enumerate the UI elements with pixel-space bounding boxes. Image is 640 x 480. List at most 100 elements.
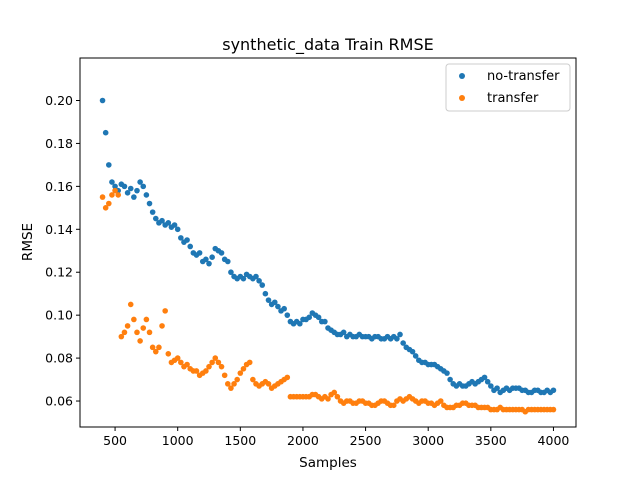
data-point	[203, 368, 209, 374]
data-point	[340, 329, 347, 336]
data-point	[400, 340, 406, 346]
data-point	[259, 282, 266, 288]
data-point	[240, 366, 247, 372]
data-point	[174, 226, 181, 233]
data-point	[228, 269, 234, 276]
data-point	[187, 243, 194, 250]
data-point	[218, 363, 225, 370]
legend-marker-transfer	[459, 95, 465, 101]
data-point	[143, 316, 150, 323]
data-point	[444, 370, 450, 376]
data-point	[184, 361, 190, 368]
data-point	[115, 192, 121, 198]
data-point	[143, 192, 150, 198]
data-point	[152, 348, 159, 355]
data-point	[102, 205, 109, 211]
data-point	[112, 183, 118, 190]
y-tick-label: 0.18	[45, 136, 73, 151]
data-points	[99, 97, 557, 415]
data-point	[109, 192, 115, 198]
y-tick-label: 0.14	[45, 222, 73, 237]
data-point	[253, 273, 259, 280]
data-point	[209, 254, 215, 260]
data-point	[127, 301, 134, 308]
data-point	[106, 162, 112, 168]
legend-label-transfer: transfer	[487, 91, 539, 106]
x-axis-label: Samples	[299, 455, 357, 471]
data-point	[134, 329, 140, 336]
data-point	[394, 335, 400, 342]
data-point	[99, 194, 106, 200]
data-point	[237, 370, 244, 376]
x-tick-label: 2500	[350, 433, 382, 448]
series-transfer	[99, 187, 557, 415]
data-point	[409, 348, 416, 355]
y-axis-label: RMSE	[20, 223, 36, 261]
data-point	[234, 376, 240, 383]
data-point	[246, 359, 253, 366]
data-point	[228, 385, 234, 391]
data-point	[152, 215, 159, 222]
data-point	[118, 333, 125, 340]
data-point	[184, 237, 190, 243]
data-point	[231, 381, 237, 387]
data-point	[159, 323, 165, 329]
y-tick-label: 0.20	[45, 93, 73, 108]
data-point	[494, 385, 500, 391]
data-point	[265, 297, 272, 303]
legend: no-transfer transfer	[445, 63, 571, 112]
data-point	[390, 402, 397, 409]
data-point	[334, 393, 341, 400]
data-point	[281, 305, 287, 312]
x-tick-label: 2000	[287, 433, 319, 448]
data-point	[137, 338, 143, 344]
data-point	[171, 222, 178, 228]
data-point	[262, 290, 269, 297]
data-point	[250, 376, 256, 383]
y-tick-label: 0.10	[45, 308, 73, 323]
y-tick-label: 0.16	[45, 179, 73, 194]
data-point	[112, 187, 118, 194]
data-point	[322, 318, 328, 325]
data-point	[146, 200, 153, 207]
data-point	[447, 376, 453, 383]
data-point	[193, 368, 200, 374]
y-tick-label: 0.12	[45, 265, 73, 280]
data-point	[218, 250, 225, 256]
data-point	[550, 387, 557, 394]
legend-label-no-transfer: no-transfer	[487, 69, 560, 84]
data-point	[140, 183, 147, 190]
data-point	[131, 316, 137, 323]
data-point	[102, 129, 109, 136]
y-tick-label: 0.08	[45, 351, 73, 366]
data-point	[550, 406, 557, 413]
data-point	[156, 344, 162, 351]
data-point	[149, 344, 156, 351]
x-tick-label: 4000	[538, 433, 570, 448]
data-point	[284, 312, 291, 318]
data-point	[256, 278, 262, 284]
data-point	[162, 308, 168, 314]
data-point	[124, 190, 131, 196]
data-point	[437, 398, 444, 404]
data-point	[124, 323, 131, 329]
data-point	[121, 183, 128, 190]
data-point	[109, 179, 115, 185]
data-point	[99, 97, 106, 104]
data-point	[225, 381, 231, 387]
data-point	[121, 329, 128, 336]
data-point	[137, 179, 143, 185]
data-point	[212, 355, 219, 361]
data-point	[397, 331, 403, 338]
data-point	[165, 351, 172, 357]
data-point	[196, 250, 203, 256]
data-point	[149, 209, 156, 215]
data-point	[265, 381, 272, 387]
data-point	[221, 372, 228, 379]
x-tick-label: 3500	[475, 433, 507, 448]
data-point	[481, 374, 488, 381]
data-point	[206, 363, 212, 370]
data-point	[225, 258, 231, 265]
data-point	[488, 383, 494, 389]
